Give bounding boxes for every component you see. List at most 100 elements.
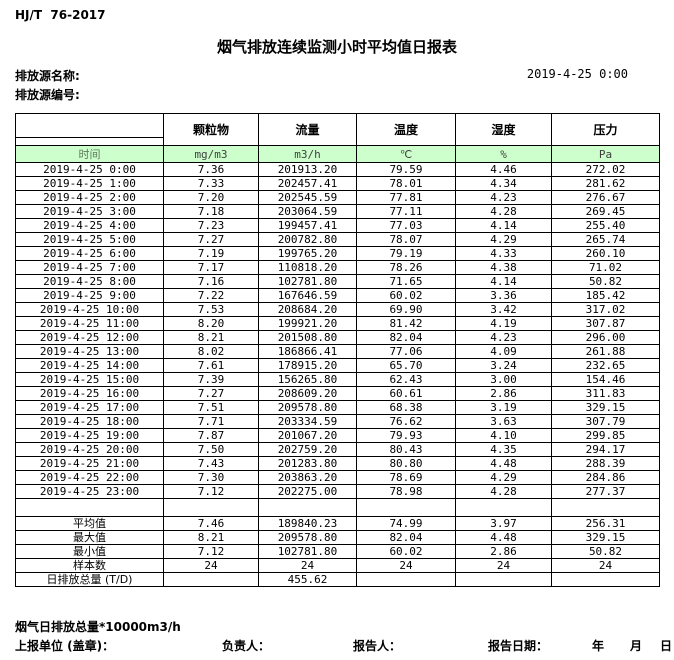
value-cell: 7.17 bbox=[163, 260, 259, 275]
value-cell: 294.17 bbox=[551, 442, 660, 457]
summary-value-cell: 3.97 bbox=[455, 516, 552, 531]
value-cell: 4.19 bbox=[455, 316, 552, 331]
summary-value-cell: 24 bbox=[258, 558, 357, 573]
value-cell: 8.20 bbox=[163, 316, 259, 331]
report-table: 颗粒物 流量 温度 湿度 压力 时间 mg/m3 m3/h ℃ % Pa 201… bbox=[15, 113, 660, 587]
unit-particulate: mg/m3 bbox=[163, 145, 259, 163]
value-cell: 329.15 bbox=[551, 400, 660, 415]
value-cell: 281.62 bbox=[551, 176, 660, 191]
time-cell: 2019-4-25 20:00 bbox=[15, 442, 164, 457]
table-row: 2019-4-25 10:00 7.53 208684.20 69.90 3.42 317… bbox=[15, 302, 660, 317]
col-header-humidity: 湿度 bbox=[455, 113, 552, 146]
value-cell: 78.26 bbox=[356, 260, 456, 275]
value-cell: 296.00 bbox=[551, 330, 660, 345]
report-datetime: 2019-4-25 0:00 bbox=[526, 67, 628, 81]
value-cell: 4.46 bbox=[455, 162, 552, 177]
table-row: 2019-4-25 13:00 8.02 186866.41 77.06 4.09 261… bbox=[15, 344, 660, 359]
table-row: 2019-4-25 20:00 7.50 202759.20 80.43 4.35 294… bbox=[15, 442, 660, 457]
value-cell: 276.67 bbox=[551, 190, 660, 205]
value-cell: 3.24 bbox=[455, 358, 552, 373]
value-cell: 265.74 bbox=[551, 232, 660, 247]
value-cell: 167646.59 bbox=[258, 288, 357, 303]
col-header-particulate: 颗粒物 bbox=[163, 113, 259, 146]
summary-value-cell: 8.21 bbox=[163, 530, 259, 545]
value-cell: 277.37 bbox=[551, 484, 660, 499]
table-body: 2019-4-25 0:00 7.36 201913.20 79.59 4.46 272.… bbox=[15, 162, 660, 587]
value-cell: 79.93 bbox=[356, 428, 456, 443]
value-cell: 3.63 bbox=[455, 414, 552, 429]
value-cell: 4.28 bbox=[455, 484, 552, 499]
summary-row: 最大值 8.21 209578.80 82.04 4.48 329.15 bbox=[15, 530, 660, 545]
time-cell: 2019-4-25 6:00 bbox=[15, 246, 164, 261]
time-cell: 2019-4-25 14:00 bbox=[15, 358, 164, 373]
table-row: 2019-4-25 7:00 7.17 110818.20 78.26 4.38 71.0… bbox=[15, 260, 660, 275]
value-cell: 7.51 bbox=[163, 400, 259, 415]
value-cell: 185.42 bbox=[551, 288, 660, 303]
value-cell: 202275.00 bbox=[258, 484, 357, 499]
value-cell: 82.04 bbox=[356, 330, 456, 345]
summary-value-cell: 256.31 bbox=[551, 516, 660, 531]
value-cell: 102781.80 bbox=[258, 274, 357, 289]
value-cell: 232.65 bbox=[551, 358, 660, 373]
time-cell: 2019-4-25 2:00 bbox=[15, 190, 164, 205]
summary-value-cell: 24 bbox=[356, 558, 456, 573]
time-cell: 2019-4-25 8:00 bbox=[15, 274, 164, 289]
summary-value-cell: 209578.80 bbox=[258, 530, 357, 545]
value-cell: 307.79 bbox=[551, 414, 660, 429]
day-label: 日 bbox=[660, 639, 673, 653]
value-cell: 178915.20 bbox=[258, 358, 357, 373]
table-row: 2019-4-25 8:00 7.16 102781.80 71.65 4.14 50.8… bbox=[15, 274, 660, 289]
summary-value-cell: 7.12 bbox=[163, 544, 259, 559]
summary-value-cell: 50.82 bbox=[551, 544, 660, 559]
value-cell: 154.46 bbox=[551, 372, 660, 387]
time-cell: 2019-4-25 10:00 bbox=[15, 302, 164, 317]
value-cell: 200782.80 bbox=[258, 232, 357, 247]
time-header: 时间 bbox=[15, 145, 164, 163]
corner-split-line bbox=[16, 122, 163, 138]
blank-cell bbox=[258, 498, 357, 517]
summary-value-cell: 329.15 bbox=[551, 530, 660, 545]
time-cell: 2019-4-25 17:00 bbox=[15, 400, 164, 415]
summary-label-cell: 日排放总量 (T/D) bbox=[15, 572, 164, 587]
value-cell: 317.02 bbox=[551, 302, 660, 317]
value-cell: 261.88 bbox=[551, 344, 660, 359]
value-cell: 7.12 bbox=[163, 484, 259, 499]
summary-value-cell bbox=[163, 572, 259, 587]
value-cell: 7.43 bbox=[163, 456, 259, 471]
value-cell: 202457.41 bbox=[258, 176, 357, 191]
value-cell: 202545.59 bbox=[258, 190, 357, 205]
value-cell: 4.14 bbox=[455, 274, 552, 289]
value-cell: 307.87 bbox=[551, 316, 660, 331]
value-cell: 203064.59 bbox=[258, 204, 357, 219]
summary-row: 平均值 7.46 189840.23 74.99 3.97 256.31 bbox=[15, 516, 660, 531]
unit-flow: m3/h bbox=[258, 145, 357, 163]
value-cell: 288.39 bbox=[551, 456, 660, 471]
table-row: 2019-4-25 5:00 7.27 200782.80 78.07 4.29 265.… bbox=[15, 232, 660, 247]
summary-label-cell: 平均值 bbox=[15, 516, 164, 531]
value-cell: 7.20 bbox=[163, 190, 259, 205]
value-cell: 199921.20 bbox=[258, 316, 357, 331]
blank-cell bbox=[356, 498, 456, 517]
value-cell: 4.09 bbox=[455, 344, 552, 359]
responsible-label: 负责人： bbox=[222, 639, 271, 653]
month-label: 月 bbox=[630, 639, 643, 653]
report-unit-label: 上报单位 (盖章)： bbox=[15, 639, 115, 653]
value-cell: 4.23 bbox=[455, 330, 552, 345]
table-row: 2019-4-25 14:00 7.61 178915.20 65.70 3.24 232… bbox=[15, 358, 660, 373]
summary-value-cell: 24 bbox=[455, 558, 552, 573]
value-cell: 203334.59 bbox=[258, 414, 357, 429]
time-cell: 2019-4-25 16:00 bbox=[15, 386, 164, 401]
summary-row: 最小值 7.12 102781.80 60.02 2.86 50.82 bbox=[15, 544, 660, 559]
standard-code: HJ/T 76-2017 bbox=[15, 8, 106, 22]
value-cell: 4.29 bbox=[455, 470, 552, 485]
value-cell: 7.27 bbox=[163, 386, 259, 401]
value-cell: 272.02 bbox=[551, 162, 660, 177]
value-cell: 4.14 bbox=[455, 218, 552, 233]
value-cell: 77.81 bbox=[356, 190, 456, 205]
time-cell: 2019-4-25 21:00 bbox=[15, 456, 164, 471]
value-cell: 8.21 bbox=[163, 330, 259, 345]
value-cell: 7.27 bbox=[163, 232, 259, 247]
col-header-pressure: 压力 bbox=[551, 113, 660, 146]
report-date-label: 报告日期： bbox=[488, 639, 549, 653]
value-cell: 7.18 bbox=[163, 204, 259, 219]
